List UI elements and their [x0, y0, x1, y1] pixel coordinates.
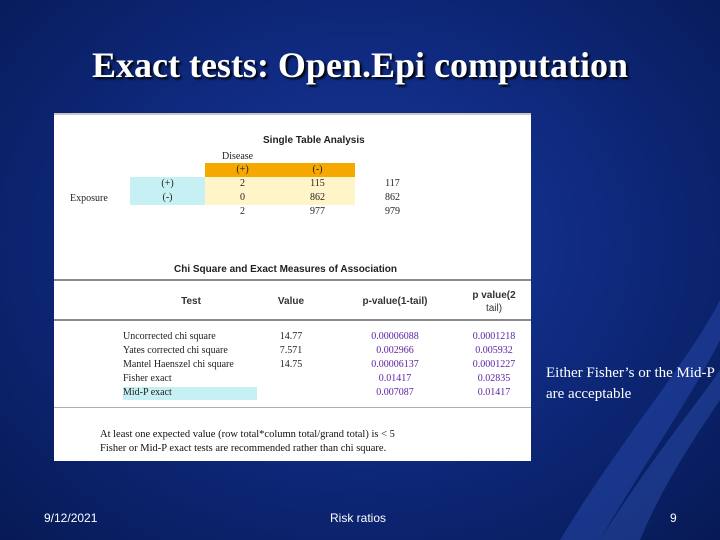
chi-square-heading: Chi Square and Exact Measures of Associa… [174, 264, 398, 275]
col-total-neg: 977 [310, 206, 325, 217]
col-header-p2-line2: tail) [485, 303, 503, 314]
grand-total: 979 [385, 206, 400, 217]
cell-c: 0 [205, 191, 280, 205]
row-total-neg: 862 [385, 192, 400, 203]
disease-label: Disease [222, 151, 254, 162]
panel-top-rule [54, 113, 531, 115]
row-total-pos: 117 [385, 178, 400, 189]
separator-top [54, 279, 531, 281]
col-header-pos: (+) [205, 163, 280, 177]
p2-mantel-haenszel: 0.0001227 [472, 359, 516, 370]
value-uncorrected: 14.77 [279, 331, 303, 342]
footer-center: Risk ratios [330, 511, 387, 525]
col-header-p1: p-value(1-tail) [362, 296, 428, 307]
col-total-pos: 2 [240, 206, 245, 217]
footer-page-number: 9 [670, 511, 677, 525]
value-mantel-haenszel: 14.75 [279, 359, 303, 370]
test-uncorrected: Uncorrected chi square [123, 331, 216, 342]
value-yates: 7.571 [279, 345, 303, 356]
side-note: Either Fisher’s or the Mid-P are accepta… [546, 365, 715, 402]
openepi-screenshot: Single Table Analysis Disease (+) (-) Ex… [54, 113, 531, 461]
p1-uncorrected: 0.00006088 [371, 331, 419, 342]
footer-date: 9/12/2021 [44, 511, 98, 525]
footnote-expected-value: At least one expected value (row total*c… [100, 429, 395, 440]
cell-a: 2 [205, 177, 280, 191]
p1-fisher-exact: 0.01417 [378, 373, 412, 384]
test-yates: Yates corrected chi square [123, 345, 228, 356]
footnote-recommendation: Fisher or Mid-P exact tests are recommen… [100, 443, 387, 454]
exposure-label: Exposure [70, 193, 108, 204]
cell-d: 862 [280, 191, 355, 205]
p2-yates: 0.005932 [475, 345, 513, 356]
col-header-test: Test [181, 296, 201, 307]
test-mantel-haenszel: Mantel Haenszel chi square [123, 359, 234, 370]
separator-bottom [54, 407, 531, 408]
p2-uncorrected: 0.0001218 [472, 331, 516, 342]
col-header-p2-line1: p value(2 [472, 290, 516, 301]
separator-mid [54, 319, 531, 321]
p1-mid-p-exact: 0.007087 [376, 387, 414, 398]
cell-b: 115 [280, 177, 355, 191]
row-label-neg: (-) [130, 191, 205, 205]
col-header-value: Value [277, 296, 305, 307]
slide-title: Exact tests: Open.Epi computation [91, 45, 628, 85]
p1-mantel-haenszel: 0.00006137 [371, 359, 419, 370]
test-mid-p-exact: Mid-P exact [123, 387, 257, 400]
p2-fisher-exact: 0.02835 [477, 373, 511, 384]
p1-yates: 0.002966 [376, 345, 414, 356]
single-table-heading: Single Table Analysis [263, 135, 365, 146]
col-header-neg: (-) [280, 163, 355, 177]
test-fisher-exact: Fisher exact [123, 373, 172, 384]
row-label-pos: (+) [130, 177, 205, 191]
p2-mid-p-exact: 0.01417 [477, 387, 511, 398]
